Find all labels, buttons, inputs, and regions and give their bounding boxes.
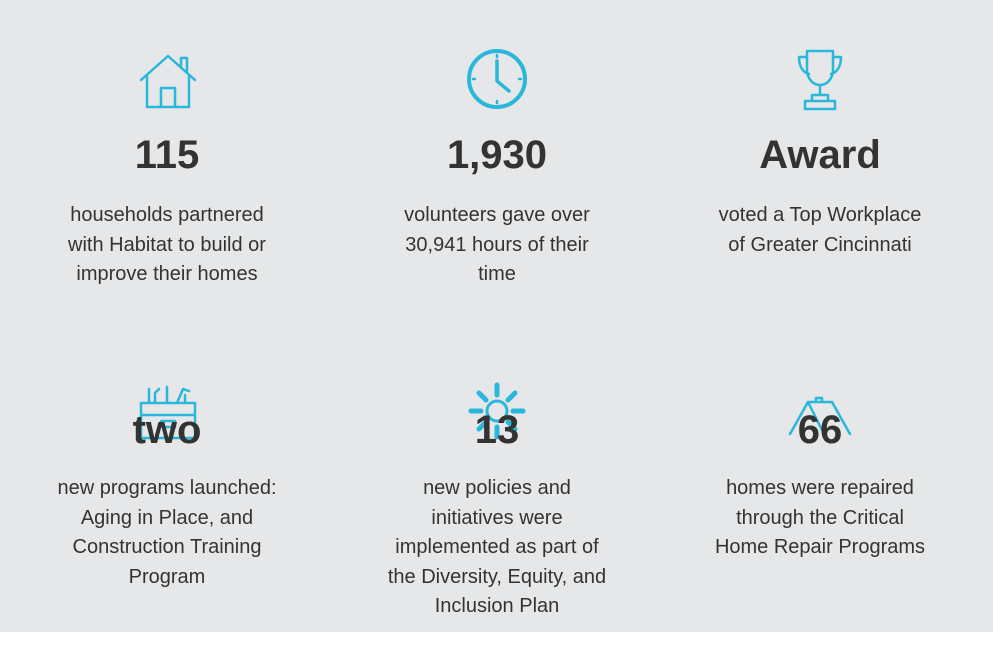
stat-description: implemented as part of <box>395 536 599 558</box>
stat-description: Construction Training <box>72 536 262 558</box>
stat-description: new programs launched: <box>57 477 277 499</box>
stat-headline: 1,930 <box>446 133 548 177</box>
stat-headline: 66 <box>797 408 843 452</box>
stat-description: initiatives were <box>431 506 563 529</box>
toolbox-icon <box>139 385 197 440</box>
house-icon <box>139 54 197 109</box>
stat-description: 30,941 hours of their <box>405 233 589 256</box>
stat-description: of Greater Cincinnati <box>728 233 912 256</box>
stat-description: voted a Top Workplace <box>718 204 922 226</box>
clock-icon <box>467 49 527 109</box>
stat-headline: 115 <box>134 133 200 177</box>
stat-headline: two <box>132 408 202 452</box>
roof-icon <box>788 396 852 436</box>
stat-description: with Habitat to build or <box>68 233 266 256</box>
stat-description: homes were repaired <box>726 477 914 499</box>
stat-description: time <box>478 263 516 285</box>
stat-description: Home Repair Programs <box>714 536 926 558</box>
community-icon <box>468 382 526 440</box>
stat-description: Inclusion Plan <box>434 595 560 617</box>
stat-description: Program <box>128 565 206 588</box>
infographic-panel: 115 households partnered with Habitat to b… <box>0 0 993 632</box>
stat-description: households partnered <box>70 204 264 226</box>
stat-description: new policies and <box>423 477 571 499</box>
stat-headline: Award <box>759 133 881 177</box>
stat-description: through the Critical <box>736 506 904 529</box>
stat-description: volunteers gave over <box>404 204 590 226</box>
stat-description: improve their homes <box>76 263 258 285</box>
stat-description: Aging in Place, and <box>80 506 254 529</box>
stat-headline: 13 <box>474 408 520 452</box>
stat-description: the Diversity, Equity, and <box>387 565 607 588</box>
trophy-icon <box>797 49 843 111</box>
